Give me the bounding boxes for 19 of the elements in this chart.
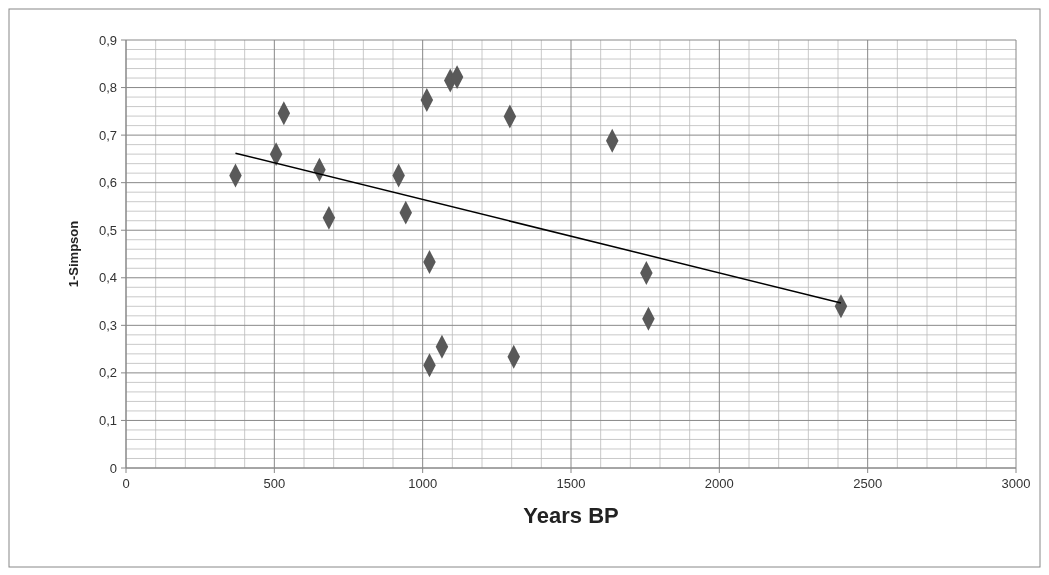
y-tick-label: 0,4 [98, 270, 117, 286]
x-tick-label: 1000 [408, 476, 438, 491]
x-tick-label: 0 [122, 476, 130, 491]
y-tick-label: 0,3 [98, 317, 117, 333]
x-tick-label: 2000 [704, 476, 734, 491]
y-tick-label: 0,5 [98, 222, 117, 238]
y-tick-label: 0,2 [98, 365, 117, 381]
y-axis-title: 1-Simpson [66, 220, 81, 288]
y-tick-label: 0,6 [98, 175, 117, 191]
y-tick-label: 0,7 [98, 127, 117, 143]
x-tick-label: 500 [263, 476, 286, 491]
y-tick-label: 0,9 [98, 32, 117, 48]
x-tick-label: 1500 [556, 476, 586, 491]
x-axis-title: Years BP [523, 503, 619, 528]
y-tick-label: 0,8 [98, 80, 117, 96]
y-tick-label: 0,1 [98, 412, 117, 428]
y-tick-label: 0 [109, 460, 117, 476]
x-tick-label: 3000 [1001, 476, 1031, 491]
x-tick-label: 2500 [853, 476, 883, 491]
